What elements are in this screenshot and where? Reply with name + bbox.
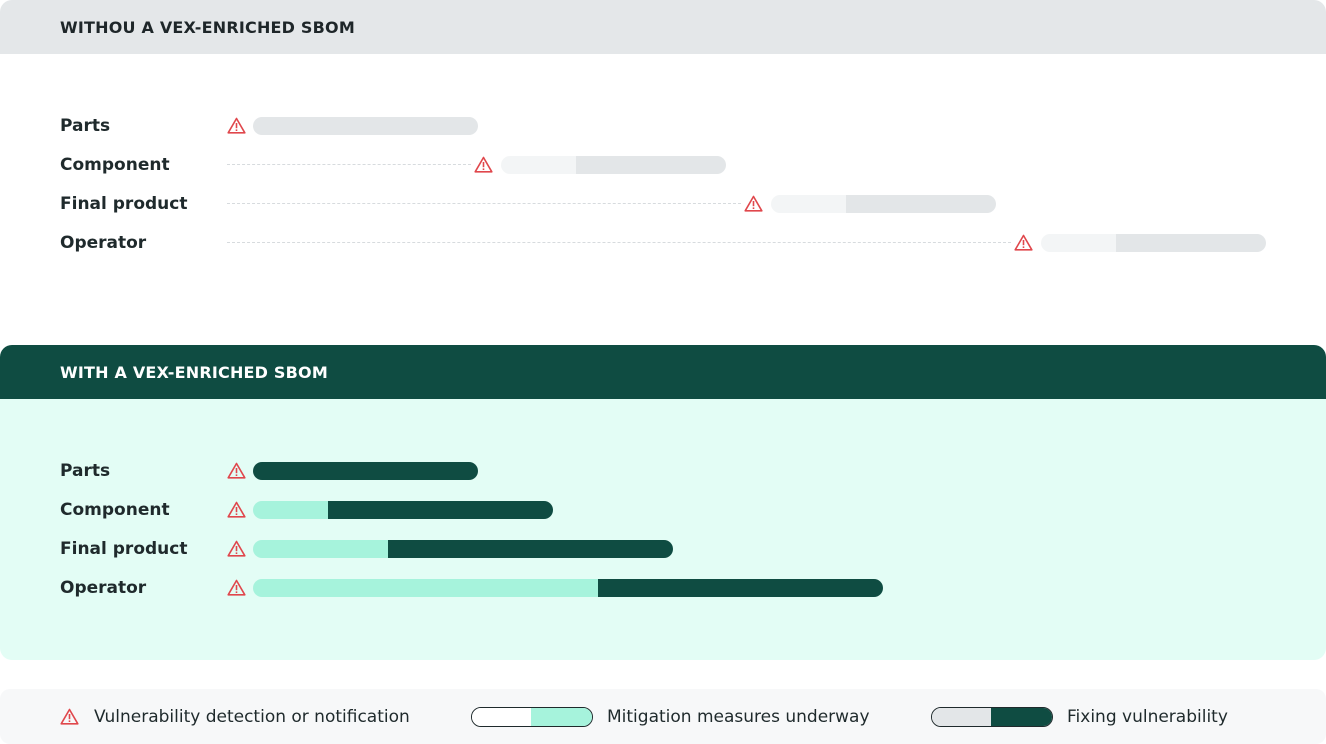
without-row-operator: Operator xyxy=(0,233,1326,253)
timeline-bar xyxy=(253,117,478,135)
fixing-segment xyxy=(328,501,553,519)
fixing-segment xyxy=(1116,234,1266,252)
legend-fixing: Fixing vulnerability xyxy=(931,689,1228,744)
fixing-segment xyxy=(253,462,478,480)
legend: Vulnerability detection or notification … xyxy=(0,689,1326,744)
timeline-bar xyxy=(501,156,726,174)
swatch-segment xyxy=(991,707,1052,726)
warning-icon xyxy=(1014,234,1033,251)
with-vex-title: WITH A VEX-ENRICHED SBOM xyxy=(0,345,1326,399)
legend-detection: Vulnerability detection or notification xyxy=(60,689,410,744)
mitigation-segment xyxy=(1041,234,1116,252)
row-label: Parts xyxy=(60,461,111,481)
mitigation-segment xyxy=(253,579,598,597)
waiting-line xyxy=(227,164,471,165)
warning-icon xyxy=(474,156,493,173)
with-row-component: Component xyxy=(0,500,1326,520)
mitigation-segment xyxy=(771,195,846,213)
warning-icon xyxy=(744,195,763,212)
timeline-bar xyxy=(253,540,673,558)
legend-mitigation-label: Mitigation measures underway xyxy=(607,706,870,727)
warning-icon xyxy=(60,708,79,725)
row-label: Component xyxy=(60,155,170,175)
swatch-segment xyxy=(932,707,992,726)
fixing-swatch xyxy=(931,706,1053,727)
warning-icon xyxy=(227,462,246,479)
mitigation-swatch xyxy=(471,706,593,727)
without-row-component: Component xyxy=(0,155,1326,175)
timeline-bar xyxy=(253,462,478,480)
without-vex-title: WITHOU A VEX-ENRICHED SBOM xyxy=(0,0,1326,54)
fixing-segment xyxy=(388,540,673,558)
waiting-line xyxy=(227,242,1011,243)
mitigation-segment xyxy=(253,501,328,519)
timeline-bar xyxy=(253,501,553,519)
timeline-bar xyxy=(253,579,883,597)
mitigation-segment xyxy=(501,156,576,174)
swatch-segment xyxy=(472,707,532,726)
row-label: Parts xyxy=(60,116,111,136)
warning-icon xyxy=(227,579,246,596)
fixing-segment xyxy=(253,117,478,135)
warning-icon xyxy=(227,540,246,557)
row-label: Final product xyxy=(60,539,188,559)
swatch-segment xyxy=(531,707,592,726)
fixing-segment xyxy=(598,579,883,597)
row-label: Component xyxy=(60,500,170,520)
legend-detection-label: Vulnerability detection or notification xyxy=(94,706,410,727)
with-row-final-product: Final product xyxy=(0,539,1326,559)
without-row-final-product: Final product xyxy=(0,194,1326,214)
row-label: Final product xyxy=(60,194,188,214)
without-row-parts: Parts xyxy=(0,116,1326,136)
fixing-segment xyxy=(846,195,996,213)
with-row-parts: Parts xyxy=(0,461,1326,481)
warning-icon xyxy=(227,117,246,134)
legend-fixing-label: Fixing vulnerability xyxy=(1067,706,1228,727)
row-label: Operator xyxy=(60,578,147,598)
timeline-bar xyxy=(771,195,996,213)
with-vex-panel: WITH A VEX-ENRICHED SBOM Parts Component… xyxy=(0,345,1326,660)
without-vex-panel: WITHOU A VEX-ENRICHED SBOM Parts Compone… xyxy=(0,0,1326,320)
with-row-operator: Operator xyxy=(0,578,1326,598)
fixing-segment xyxy=(576,156,726,174)
mitigation-segment xyxy=(253,540,388,558)
legend-mitigation: Mitigation measures underway xyxy=(471,689,870,744)
timeline-bar xyxy=(1041,234,1266,252)
warning-icon xyxy=(227,501,246,518)
row-label: Operator xyxy=(60,233,147,253)
waiting-line xyxy=(227,203,741,204)
